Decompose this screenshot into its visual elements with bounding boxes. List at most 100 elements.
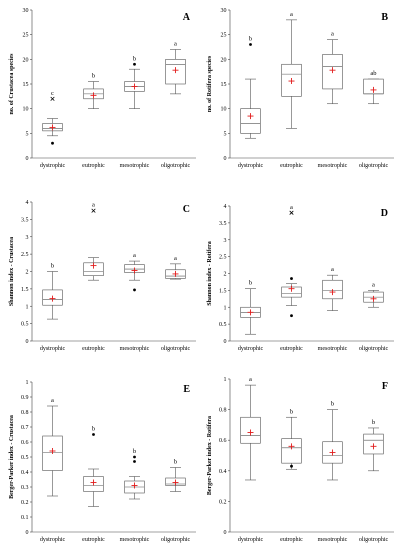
x-tick-label: oligotrophic	[161, 537, 191, 543]
y-tick-label: 0.5	[21, 455, 29, 461]
y-tick-label: 3.5	[21, 217, 29, 223]
y-tick-label: 0	[224, 530, 227, 536]
y-tick-label: 15	[221, 82, 227, 88]
box-eutrophic: b	[83, 426, 104, 507]
box-oligotrophic: a	[165, 255, 186, 280]
significance-letter: b	[133, 448, 136, 455]
panel-f: 0 0.2 0.4 0.6 0.8 1 Berger-Parker index - Roti…	[207, 376, 394, 543]
panel-a: 0 5 10 15 20 25 30 no. of Crustacea species Adys…	[9, 8, 196, 169]
panel-letter: D	[381, 208, 388, 219]
box-dystrophic: c	[42, 90, 63, 145]
y-tick-label: 2.5	[219, 255, 227, 261]
panel-b: 0 5 10 15 20 25 30 no. of Rotifera species Bdyst…	[207, 8, 394, 169]
significance-letter: a	[372, 281, 375, 288]
significance-letter: a	[51, 397, 54, 404]
y-tick-label: 30	[23, 8, 29, 14]
box-oligotrophic: ab	[363, 70, 384, 105]
significance-letter: a	[174, 40, 177, 47]
outlier-point	[133, 62, 136, 66]
y-tick-label: 0.6	[219, 438, 227, 444]
y-tick-label: 1.5	[21, 287, 29, 293]
y-tick-label: 0.1	[21, 515, 29, 521]
box-mesotrophic: a	[322, 266, 343, 311]
y-axis-title: Shannon index - Rotifera	[207, 241, 213, 306]
x-tick-label: mesotrophic	[120, 346, 150, 352]
y-tick-label: 2	[224, 272, 227, 278]
x-tick-label: eutrophic	[82, 346, 105, 352]
x-tick-label: dystrophic	[40, 163, 66, 169]
box-dystrophic: b	[240, 280, 261, 335]
x-tick-label: eutrophic	[82, 537, 105, 543]
y-tick-label: 0.5	[219, 322, 227, 328]
significance-letter: b	[133, 55, 136, 62]
x-tick-label: mesotrophic	[318, 346, 348, 352]
panel-letter: A	[183, 12, 191, 23]
significance-letter: b	[249, 36, 252, 43]
y-tick-label: 0.4	[219, 469, 227, 475]
y-tick-label: 10	[221, 107, 227, 113]
iqr-box	[281, 438, 302, 464]
significance-letter: a	[331, 266, 334, 273]
y-tick-label: 3	[224, 238, 227, 244]
x-tick-label: dystrophic	[238, 346, 264, 352]
y-tick-label: 1	[224, 377, 227, 383]
y-tick-label: 0	[26, 530, 29, 536]
panel-d: 0 0.5 1 1.5 2 2.5 3 3.5 4 Shannon index - Rotifer…	[207, 204, 394, 352]
outlier-point	[290, 314, 293, 318]
panel-letter: E	[183, 384, 190, 395]
outlier-point	[290, 464, 293, 468]
y-tick-label: 0.2	[21, 500, 29, 506]
box-oligotrophic: a	[363, 281, 384, 308]
x-tick-label: eutrophic	[82, 163, 105, 169]
y-tick-label: 20	[23, 57, 29, 63]
y-tick-label: 0.5	[21, 322, 29, 328]
box-dystrophic: a	[240, 376, 261, 481]
significance-letter: a	[133, 252, 136, 259]
panel-letter: F	[382, 381, 388, 392]
box-eutrophic: a	[281, 204, 302, 318]
significance-letter: b	[174, 459, 177, 466]
significance-letter: b	[92, 73, 95, 80]
y-tick-label: 4	[224, 204, 227, 210]
y-axis-title: Berger-Parker index - Rotifera	[207, 416, 213, 495]
x-tick-label: mesotrophic	[318, 537, 348, 543]
y-axis-title: no. of Crustacea species	[9, 53, 15, 115]
y-tick-label: 0	[26, 339, 29, 345]
y-tick-label: 0	[26, 156, 29, 162]
x-tick-label: dystrophic	[40, 537, 66, 543]
y-tick-label: 0	[224, 339, 227, 345]
y-tick-label: 1	[26, 380, 29, 386]
box-eutrophic: a	[281, 11, 302, 129]
box-mesotrophic: b	[124, 55, 145, 109]
significance-letter: b	[92, 426, 95, 433]
y-tick-label: 25	[23, 33, 29, 39]
x-tick-label: oligotrophic	[161, 163, 191, 169]
significance-letter: b	[331, 401, 334, 408]
y-tick-label: 0.2	[219, 499, 227, 505]
y-tick-label: 0.8	[21, 410, 29, 416]
box-eutrophic: b	[281, 408, 302, 470]
significance-letter: a	[331, 31, 334, 38]
significance-letter: b	[290, 408, 293, 415]
box-oligotrophic: b	[363, 419, 384, 472]
y-tick-label: 3.5	[219, 221, 227, 227]
y-tick-label: 1	[224, 305, 227, 311]
y-tick-label: 0.8	[219, 408, 227, 414]
y-tick-label: 5	[224, 131, 227, 137]
significance-letter: ab	[370, 70, 376, 77]
outlier-point	[133, 288, 136, 292]
y-tick-label: 15	[23, 82, 29, 88]
y-tick-label: 1	[26, 304, 29, 310]
y-tick-label: 0	[224, 156, 227, 162]
x-tick-label: eutrophic	[280, 163, 303, 169]
outlier-point	[249, 43, 252, 46]
x-tick-label: oligotrophic	[359, 163, 389, 169]
x-tick-label: oligotrophic	[161, 346, 191, 352]
y-tick-label: 1.5	[219, 288, 227, 294]
x-tick-label: dystrophic	[238, 163, 264, 169]
box-oligotrophic: b	[165, 459, 186, 492]
significance-letter: a	[290, 11, 293, 18]
extreme-point	[289, 210, 294, 215]
outlier-point	[51, 141, 54, 145]
